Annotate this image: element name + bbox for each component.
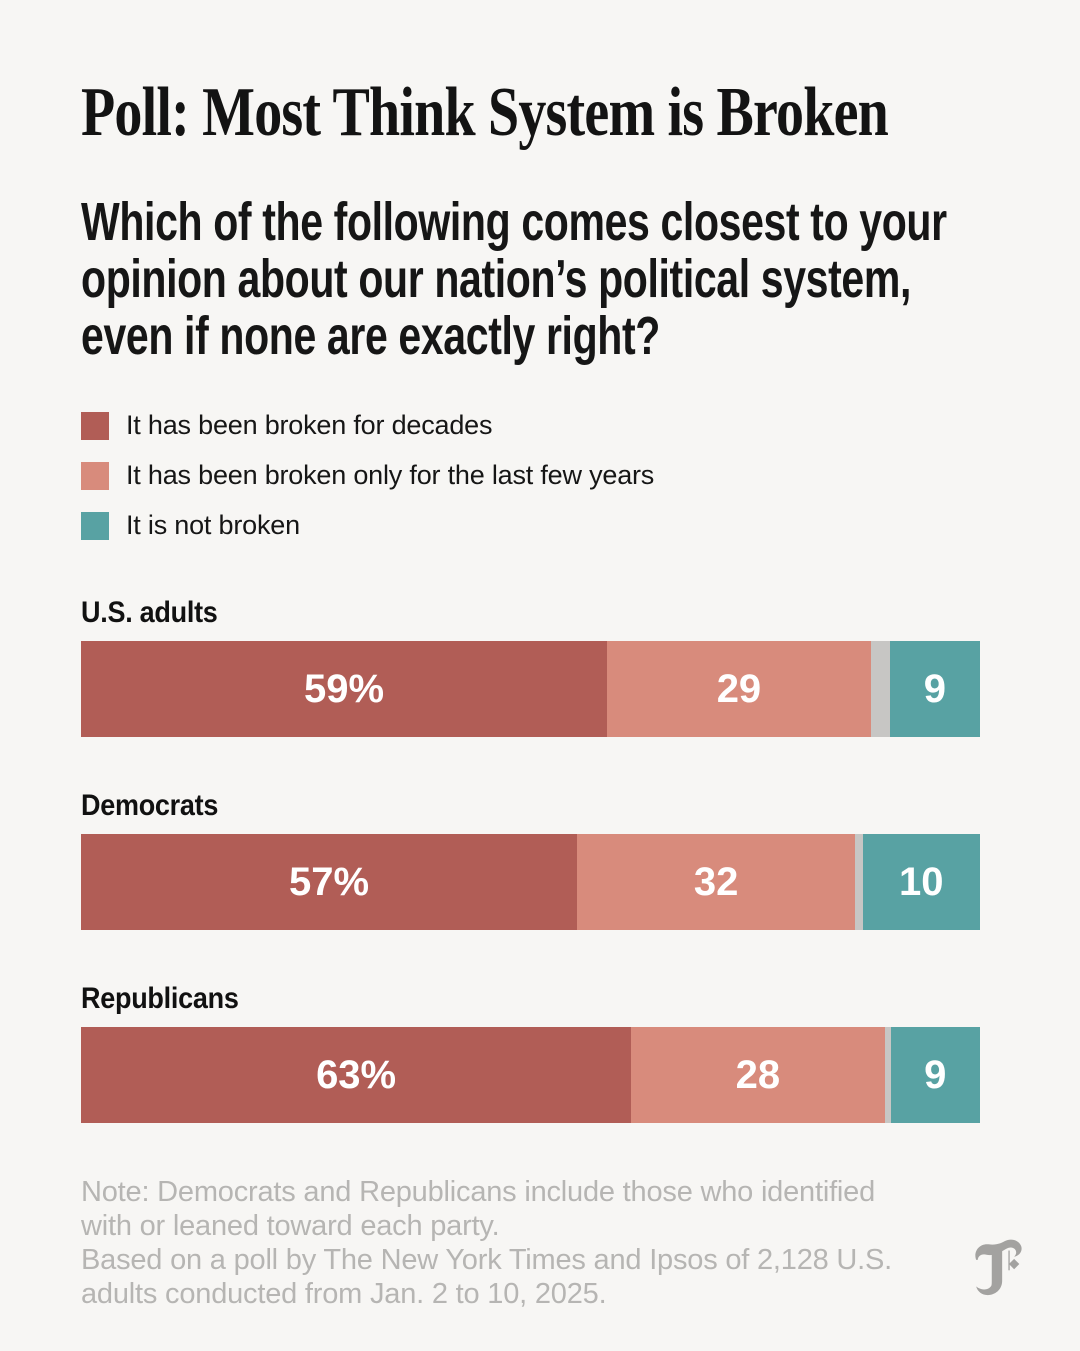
legend: It has been broken for decades It has bee… (81, 410, 980, 540)
legend-swatch-broken-few-years (81, 461, 109, 490)
stacked-bar: 57% 32 10 (81, 834, 980, 930)
chart-row: Democrats 57% 32 10 (81, 789, 980, 930)
poll-question-line: opinion about our nation’s political sys… (81, 249, 911, 309)
bar-segment-broken-few-years: 32 (577, 834, 856, 930)
nyt-t-logo (972, 1239, 1024, 1299)
legend-item-broken-few-years: It has been broken only for the last few… (81, 460, 980, 490)
page-title: Poll: Most Think System is Broken (81, 74, 889, 151)
poll-question-line: even if none are exactly right? (81, 306, 660, 366)
bar-value-label: 57% (289, 859, 370, 904)
bar-segment-not-broken: 9 (890, 1027, 980, 1123)
chart-row: U.S. adults 59% 29 9 (81, 596, 980, 737)
category-label: Republicans (81, 982, 239, 1015)
chart-row: Republicans 63% 28 9 (81, 982, 980, 1123)
source-note-line: with or leaned toward each party. (81, 1210, 500, 1242)
legend-swatch-not-broken (81, 511, 109, 540)
bar-segment-broken-few-years: 29 (607, 641, 871, 737)
bar-segment-unlabeled-remainder (870, 641, 890, 737)
bar-segment-unlabeled-remainder (855, 834, 863, 930)
bar-segment-not-broken: 9 (889, 641, 980, 737)
source-note-line: Based on a poll by The New York Times an… (81, 1244, 893, 1276)
source-note: Note: Democrats and Republicans include … (81, 1175, 980, 1311)
source-note-line: Note: Democrats and Republicans include … (81, 1176, 876, 1208)
bar-segment-not-broken: 10 (862, 834, 980, 930)
bar-segment-broken-decades: 63% (81, 1027, 632, 1123)
legend-item-broken-decades: It has been broken for decades (81, 410, 980, 440)
bar-value-label: 10 (899, 859, 944, 904)
bar-segment-broken-decades: 59% (81, 641, 608, 737)
legend-item-not-broken: It is not broken (81, 510, 980, 540)
legend-swatch-broken-decades (81, 411, 109, 440)
bar-value-label: 63% (316, 1052, 397, 1097)
bar-segment-broken-few-years: 28 (631, 1027, 885, 1123)
legend-label: It is not broken (126, 510, 300, 540)
bar-value-label: 59% (304, 666, 385, 711)
stacked-bar: 63% 28 9 (81, 1027, 980, 1123)
legend-label: It has been broken for decades (126, 410, 493, 440)
bar-value-label: 29 (716, 666, 762, 711)
bar-segment-unlabeled-remainder (884, 1027, 891, 1123)
bar-value-label: 28 (735, 1052, 781, 1097)
stacked-bar-chart: U.S. adults 59% 29 9 Democrats 57% 32 10 Republi… (81, 596, 980, 1123)
bar-value-label: 9 (923, 666, 946, 711)
bar-value-label: 32 (693, 859, 739, 904)
category-label: U.S. adults (81, 596, 218, 629)
poll-question: Which of the following comes closest to … (81, 192, 947, 366)
category-label: Democrats (81, 789, 219, 822)
bar-value-label: 9 (924, 1052, 947, 1097)
bar-segment-broken-decades: 57% (81, 834, 578, 930)
stacked-bar: 59% 29 9 (81, 641, 980, 737)
source-note-line: adults conducted from Jan. 2 to 10, 2025… (81, 1278, 607, 1310)
legend-label: It has been broken only for the last few… (126, 460, 655, 490)
poll-question-line: Which of the following comes closest to … (81, 192, 947, 252)
